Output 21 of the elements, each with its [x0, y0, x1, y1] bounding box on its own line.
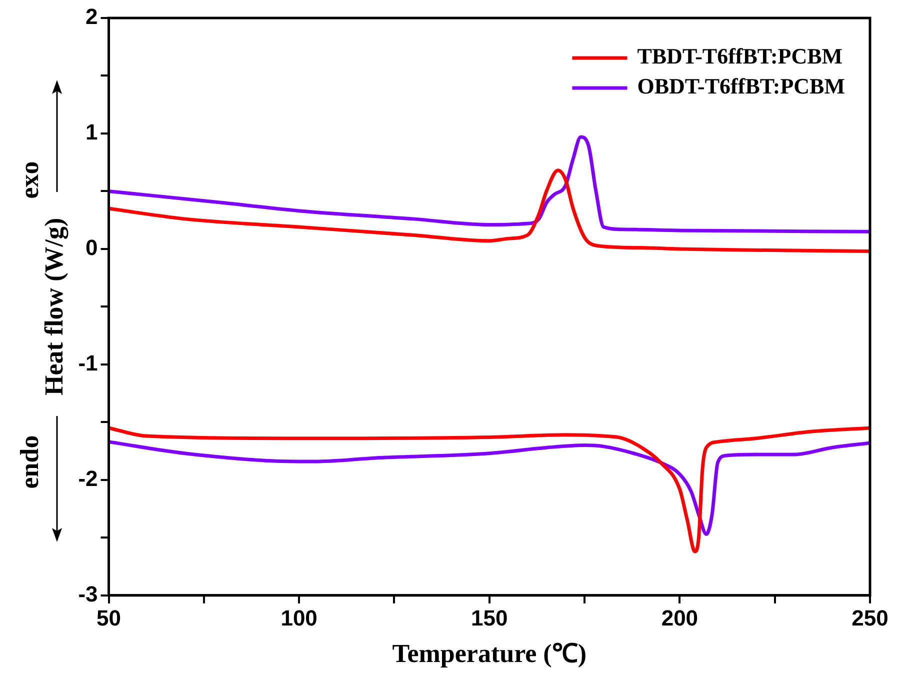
y-tick-label: -2 — [78, 466, 98, 491]
x-tick-label: 100 — [280, 606, 318, 631]
y-tick-label: 1 — [86, 120, 98, 145]
y-tick-label: 0 — [86, 235, 98, 260]
y-tick-label: -3 — [78, 581, 98, 606]
x-tick-label: 200 — [661, 606, 698, 631]
line-series — [108, 168, 870, 254]
text: endo — [15, 435, 45, 489]
legend-label: OBDT-T6ffBT:PCBM — [637, 74, 846, 99]
line-series — [108, 440, 870, 536]
line-series — [108, 426, 870, 554]
legend-label: TBDT-T6ffBT:PCBM — [637, 44, 843, 69]
y-tick-label: 2 — [86, 4, 98, 30]
x-axis-title: Temperature (℃) — [392, 639, 587, 668]
x-tick-label: 50 — [96, 606, 122, 631]
x-tick-label: 250 — [852, 606, 888, 631]
y-axis-title: Heat flow (W/g) — [39, 218, 68, 396]
y-tick-label: -1 — [78, 350, 98, 376]
x-tick-label: 150 — [471, 606, 508, 631]
line-series — [108, 135, 870, 234]
text: exo — [15, 161, 45, 199]
